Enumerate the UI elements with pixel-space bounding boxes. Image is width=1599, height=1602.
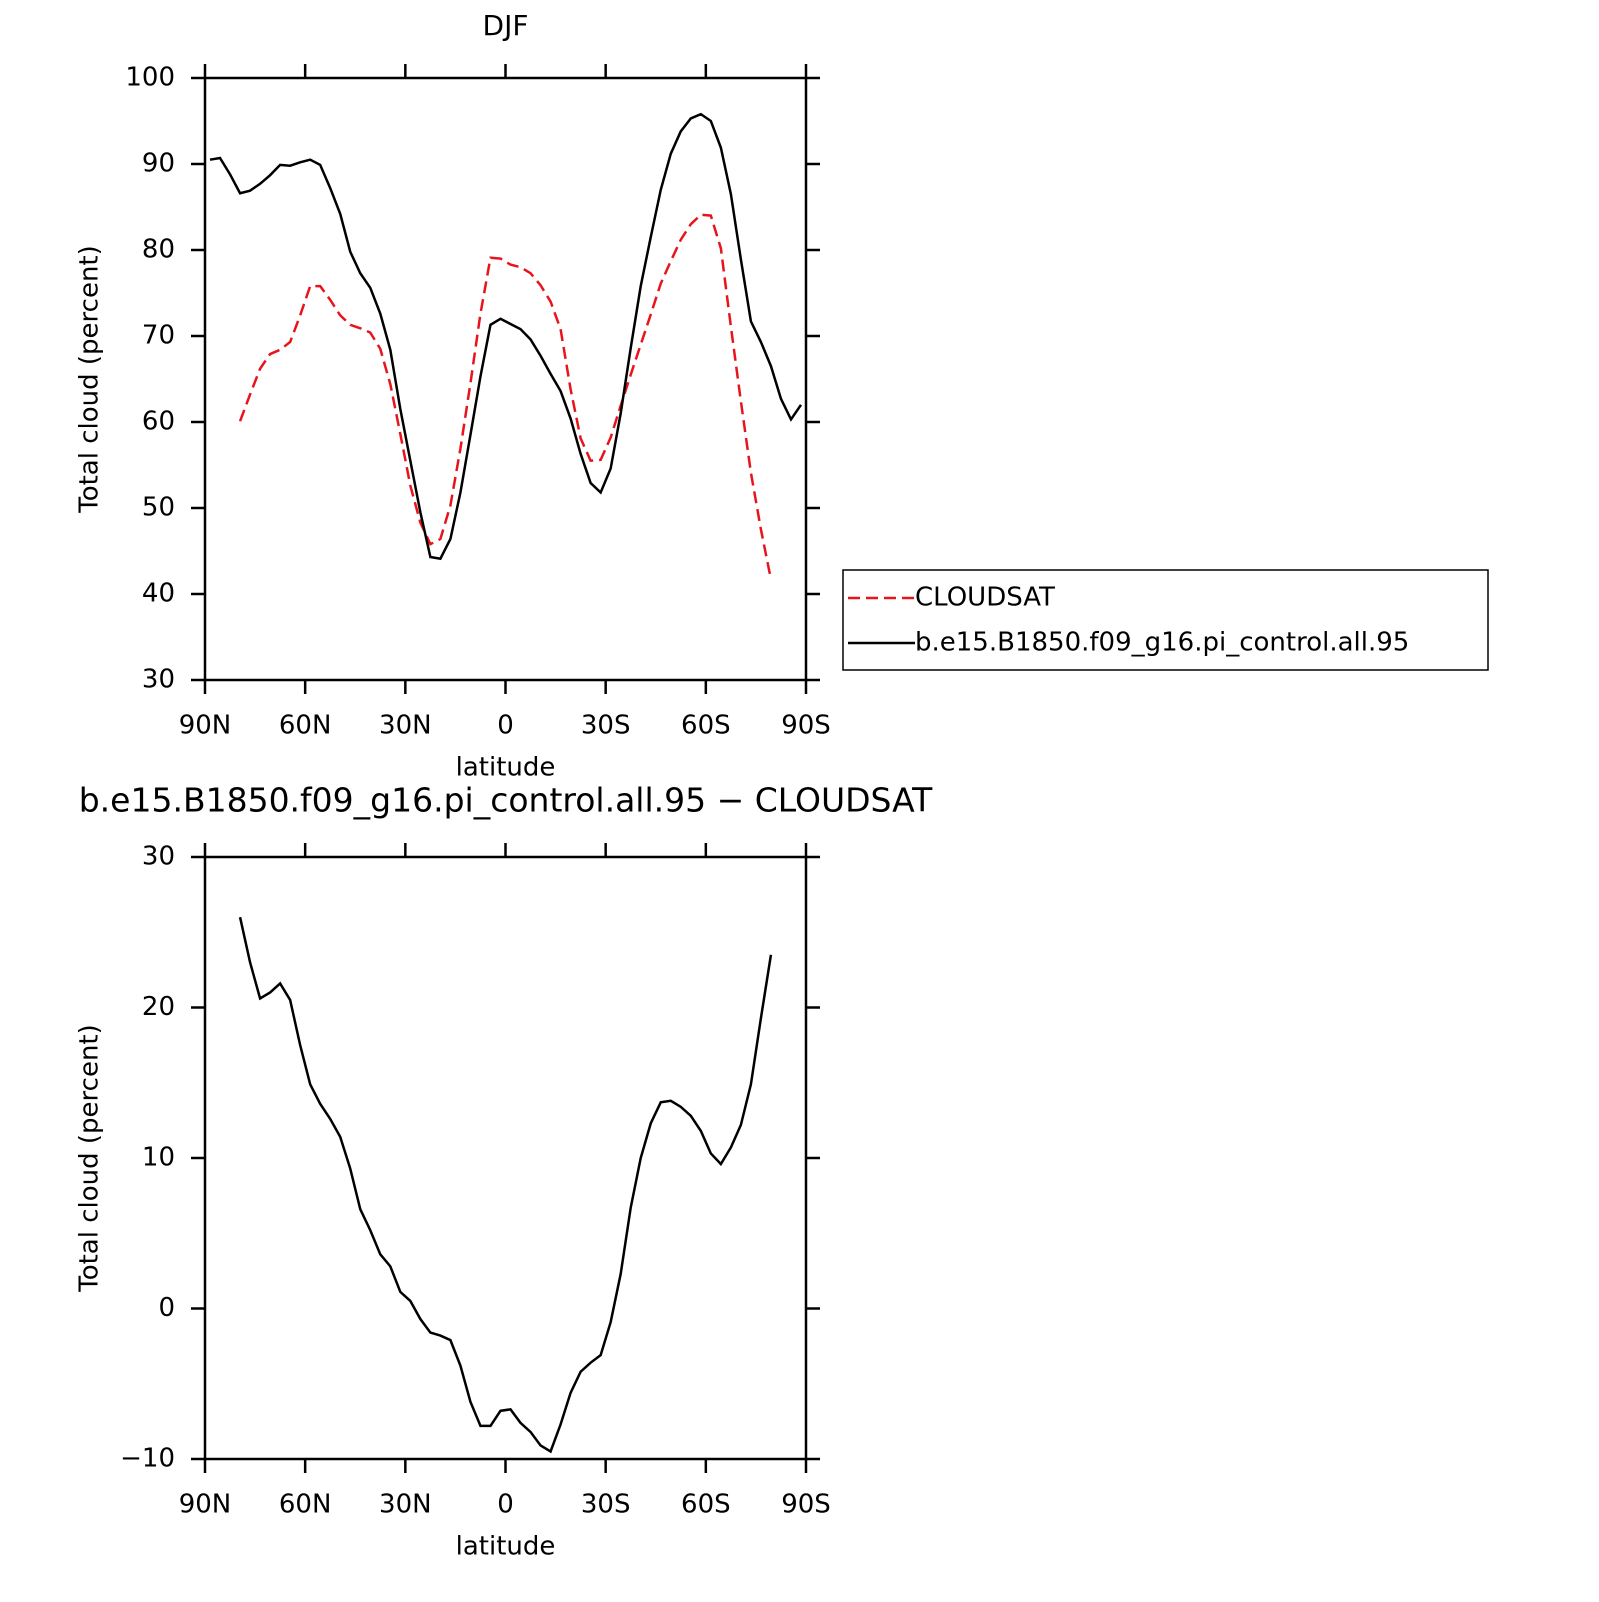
x-tick-label: 30N	[379, 711, 432, 741]
x-tick-label: 30N	[379, 1490, 432, 1520]
y-tick-label: 40	[142, 579, 175, 609]
y-tick-label: 60	[142, 407, 175, 437]
y-axis-label: Total cloud (percent)	[75, 1024, 105, 1293]
y-tick-label: 100	[125, 63, 175, 93]
data-line	[209, 112, 803, 561]
data-line	[238, 916, 773, 1454]
plot-frame	[203, 76, 808, 682]
x-tick-label: 90N	[179, 1490, 232, 1520]
x-tick-label: 30S	[581, 1490, 631, 1520]
x-axis-label: latitude	[456, 753, 556, 783]
x-tick-label: 60N	[279, 1490, 332, 1520]
y-tick-label: 90	[142, 149, 175, 179]
y-tick-label: 70	[142, 321, 175, 351]
y-tick-label: 20	[142, 992, 175, 1022]
y-tick-label: 30	[142, 665, 175, 695]
y-tick-label: 0	[158, 1293, 175, 1323]
legend-box	[842, 569, 1489, 671]
y-axis-label: Total cloud (percent)	[75, 245, 105, 514]
x-tick-label: 60S	[681, 711, 731, 741]
chart-title: b.e15.B1850.f09_g16.pi_control.all.95 − …	[79, 781, 933, 820]
y-tick-label: 50	[142, 493, 175, 523]
y-tick-label: 10	[142, 1143, 175, 1173]
x-tick-label: 90N	[179, 711, 232, 741]
x-tick-label: 30S	[581, 711, 631, 741]
chart-title: DJF	[483, 9, 529, 42]
x-tick-label: 60S	[681, 1490, 731, 1520]
legend-label: CLOUDSAT	[915, 583, 1055, 613]
x-tick-label: 90S	[781, 1490, 831, 1520]
y-tick-label: −10	[120, 1444, 175, 1474]
y-tick-label: 30	[142, 842, 175, 872]
x-tick-label: 0	[497, 1490, 514, 1520]
x-tick-label: 0	[497, 711, 514, 741]
x-axis-label: latitude	[456, 1532, 556, 1562]
y-tick-label: 80	[142, 235, 175, 265]
legend-label: b.e15.B1850.f09_g16.pi_control.all.95	[915, 628, 1409, 658]
x-tick-label: 90S	[781, 711, 831, 741]
x-tick-label: 60N	[279, 711, 332, 741]
data-line	[238, 213, 773, 580]
